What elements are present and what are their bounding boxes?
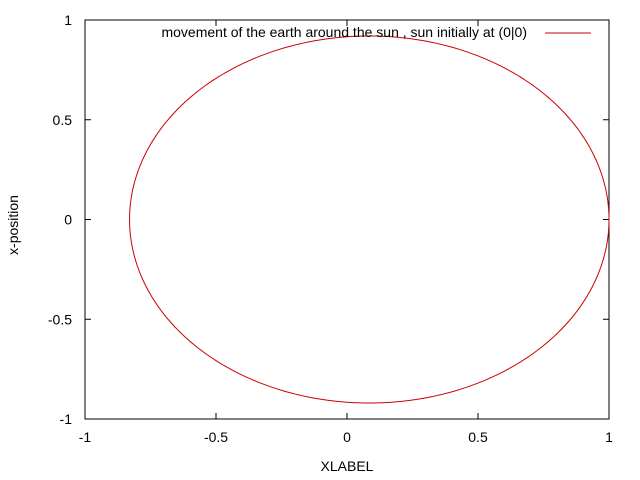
legend-label: movement of the earth around the sun , s… <box>161 24 527 40</box>
x-tick-label: 0 <box>343 429 351 445</box>
y-tick-label: -1 <box>60 411 73 427</box>
y-tick-label: 0.5 <box>53 112 73 128</box>
x-axis-label: XLABEL <box>321 458 374 474</box>
x-tick-label: 0.5 <box>468 429 488 445</box>
plot-frame <box>84 19 610 420</box>
legend: movement of the earth around the sun , s… <box>161 24 591 40</box>
series-layer <box>129 35 610 404</box>
x-tick-label: -1 <box>79 429 92 445</box>
y-axis-label: x-position <box>5 195 21 255</box>
y-tick-label: -0.5 <box>48 311 72 327</box>
x-tick-label: 1 <box>605 429 613 445</box>
orbit-line <box>129 35 610 404</box>
x-tick-label: -0.5 <box>204 429 228 445</box>
y-tick-label: 0 <box>64 212 72 228</box>
plot-area: -1 -0.5 0 0.5 1 -1 -0.5 0 0.5 1 <box>48 12 613 445</box>
y-tick-label: 1 <box>64 12 72 28</box>
ticks: -1 -0.5 0 0.5 1 -1 -0.5 0 0.5 1 <box>48 12 613 445</box>
